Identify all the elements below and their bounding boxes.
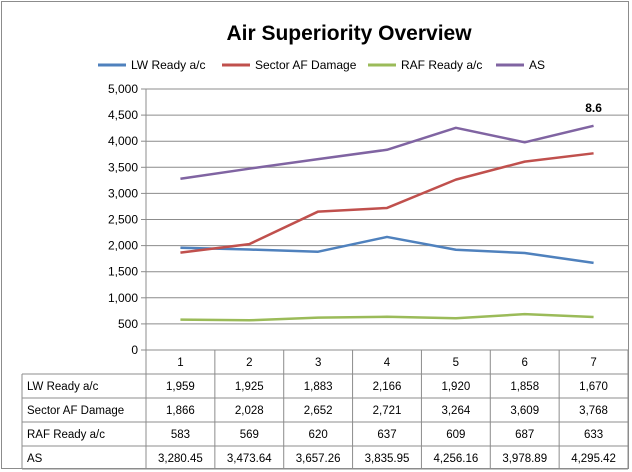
- table-cell: 609: [446, 429, 465, 441]
- series-lines: [180, 124, 594, 322]
- y-tick-label: 3,000: [108, 186, 138, 200]
- series-line-as: [180, 124, 594, 180]
- table-cell: 1,670: [579, 381, 608, 393]
- table-cell: 637: [377, 429, 396, 441]
- legend-label: LW Ready a/c: [131, 58, 205, 72]
- table-cell: 687: [515, 429, 534, 441]
- data-annotation: 8.6: [585, 101, 602, 115]
- table-cell: 1,866: [166, 405, 195, 417]
- table-row-label: Sector AF Damage: [27, 405, 124, 417]
- table-cell: 1,858: [510, 381, 539, 393]
- series-line-raf-ready-a-c: [180, 312, 594, 322]
- x-tick-label: 1: [177, 357, 183, 369]
- y-tick-label: 3,500: [108, 160, 138, 174]
- table-row-label: LW Ready a/c: [27, 381, 99, 393]
- table-cell: 3,835.95: [365, 453, 410, 465]
- chart-title: Air Superiority Overview: [226, 22, 472, 45]
- table-row-label: RAF Ready a/c: [27, 429, 105, 441]
- table-cell: 3,609: [510, 405, 539, 417]
- legend-label: Sector AF Damage: [255, 58, 357, 72]
- x-tick-label: 3: [315, 357, 321, 369]
- gridlines: [146, 88, 628, 351]
- x-tick-label: 6: [522, 357, 528, 369]
- table-cell: 4,295.42: [571, 453, 616, 465]
- table-cell: 569: [240, 429, 259, 441]
- table-cell: 2,028: [235, 405, 264, 417]
- table-cell: 3,768: [579, 405, 608, 417]
- y-tick-label: 1,000: [108, 291, 138, 305]
- legend: LW Ready a/c Sector AF Damage RAF Ready a/…: [98, 58, 545, 72]
- data-table: 1 2 3 4 5 6 7 LW Ready a/c 1,959 1,925 1,883 2,166 1…: [21, 349, 629, 470]
- x-tick-label: 7: [590, 357, 596, 369]
- y-tick-label: 4,000: [108, 134, 138, 148]
- x-tick-label: 4: [384, 357, 391, 369]
- table-cell: 633: [584, 429, 603, 441]
- y-tick-label: 2,500: [108, 213, 138, 227]
- y-axis: 0 500 1,000 1,500 2,000 2,500 3,000 3,500 4,000 4…: [108, 82, 147, 357]
- table-cell: 2,721: [373, 405, 402, 417]
- table-cell: 3,657.26: [296, 453, 341, 465]
- table-cell: 1,920: [441, 381, 470, 393]
- table-cell: 583: [171, 429, 190, 441]
- x-tick-label: 2: [246, 357, 252, 369]
- table-cell: 4,256.16: [433, 453, 478, 465]
- legend-label: AS: [529, 58, 545, 72]
- table-cell: 2,652: [304, 405, 333, 417]
- y-tick-label: 500: [118, 317, 138, 331]
- table-cell: 3,280.45: [158, 453, 203, 465]
- table-cell: 3,978.89: [502, 453, 547, 465]
- table-cell: 1,959: [166, 381, 195, 393]
- y-tick-label: 2,000: [108, 239, 138, 253]
- x-tick-label: 5: [453, 357, 459, 369]
- table-row-label: AS: [27, 453, 43, 465]
- y-tick-label: 4,500: [108, 108, 138, 122]
- table-cell: 2,166: [373, 381, 402, 393]
- table-cell: 3,264: [441, 405, 470, 417]
- table-cell: 620: [309, 429, 328, 441]
- series-line-lw-ready-a-c: [180, 235, 594, 265]
- y-tick-label: 0: [131, 343, 138, 357]
- series-line-sector-af-damage: [180, 152, 594, 254]
- y-tick-label: 1,500: [108, 265, 138, 279]
- table-cell: 1,925: [235, 381, 264, 393]
- legend-label: RAF Ready a/c: [401, 58, 482, 72]
- table-cell: 1,883: [304, 381, 333, 393]
- table-cell: 3,473.64: [227, 453, 272, 465]
- y-tick-label: 5,000: [108, 82, 138, 96]
